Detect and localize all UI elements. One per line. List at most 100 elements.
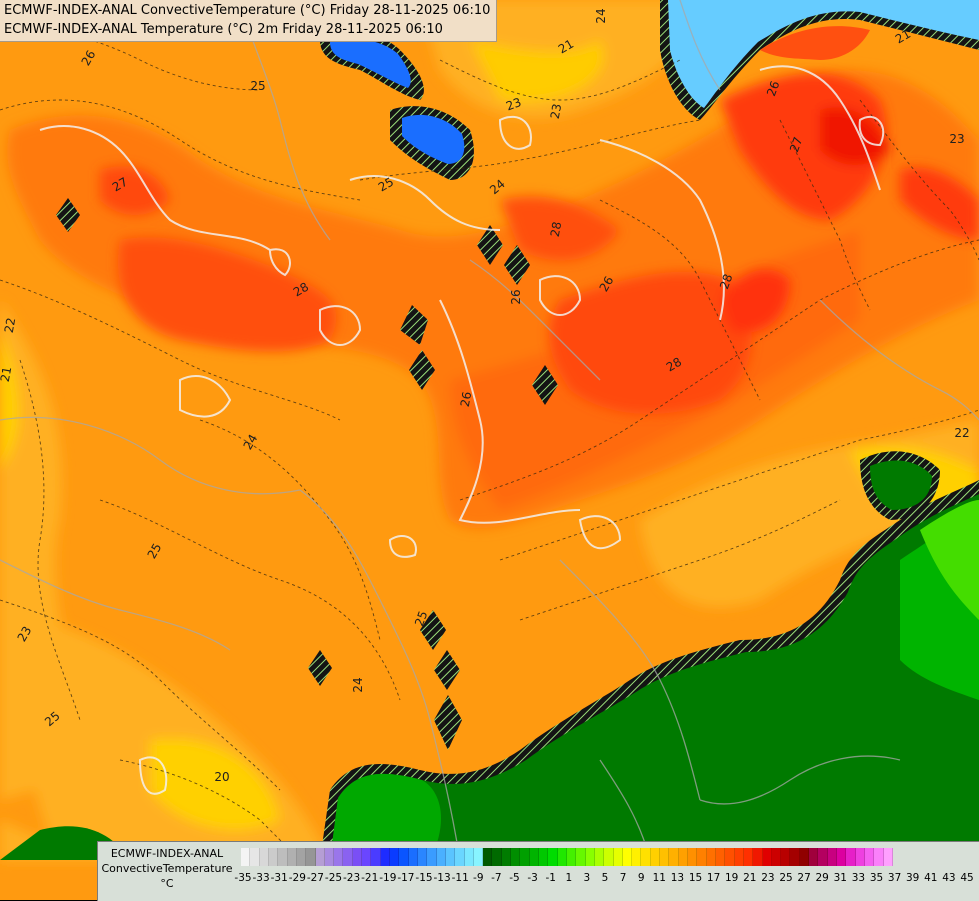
legend-swatch bbox=[715, 848, 726, 866]
contour-label: 28 bbox=[664, 355, 684, 375]
legend-swatch bbox=[492, 848, 502, 866]
legend-swatch bbox=[427, 848, 437, 866]
contour-label: 24 bbox=[241, 432, 261, 452]
legend-label-line-2: ConvectiveTemperature bbox=[101, 862, 233, 875]
legend-swatch bbox=[436, 848, 446, 866]
legend-swatch bbox=[771, 848, 782, 866]
legend-tick: -11 bbox=[451, 872, 469, 884]
legend-swatch bbox=[762, 848, 772, 866]
contour-label: 23 bbox=[504, 95, 523, 113]
contour-label: 23 bbox=[15, 624, 35, 644]
legend-swatch bbox=[408, 848, 418, 866]
legend-swatch bbox=[501, 848, 512, 866]
legend-tick: 11 bbox=[652, 872, 666, 884]
legend-tick: 27 bbox=[797, 872, 811, 884]
contour-label: 22 bbox=[954, 426, 969, 440]
legend-swatch bbox=[343, 848, 353, 866]
legend-tick: -9 bbox=[473, 872, 484, 884]
legend-tick: -15 bbox=[415, 872, 433, 884]
legend-tick: -27 bbox=[306, 872, 324, 884]
legend-tick: 13 bbox=[670, 872, 685, 884]
legend-tick: 1 bbox=[565, 872, 573, 884]
contour-label: 26 bbox=[764, 79, 782, 98]
title-line-temperature: ECMWF-INDEX-ANAL Temperature (°C) 2m Fri… bbox=[4, 22, 443, 37]
contour-label: 20 bbox=[214, 770, 229, 784]
hot-fill-layers bbox=[100, 73, 979, 414]
legend-swatch bbox=[539, 848, 549, 866]
legend-swatch bbox=[855, 848, 865, 866]
map-title-box: ECMWF-INDEX-ANAL ConvectiveTemperature (… bbox=[0, 0, 498, 42]
contour-label: 26 bbox=[509, 289, 523, 304]
legend-swatch bbox=[483, 848, 493, 866]
legend-swatch bbox=[846, 848, 856, 866]
legend-swatch bbox=[334, 848, 344, 866]
legend-tick: 35 bbox=[869, 872, 884, 884]
legend-swatch bbox=[380, 848, 390, 866]
legend-swatch bbox=[306, 848, 316, 866]
legend-swatch bbox=[790, 848, 800, 866]
legend-swatch bbox=[781, 848, 791, 866]
legend-swatch bbox=[268, 848, 279, 866]
legend-swatch bbox=[799, 848, 810, 866]
legend-swatch bbox=[566, 848, 577, 866]
legend-swatch bbox=[613, 848, 623, 866]
legend-tick: 15 bbox=[688, 872, 703, 884]
legend-swatch bbox=[287, 848, 297, 866]
legend-swatch bbox=[743, 848, 754, 866]
legend-swatch bbox=[818, 848, 828, 866]
legend-swatch bbox=[324, 848, 335, 866]
contour-label: 27 bbox=[787, 135, 805, 154]
legend-label-line-1: ECMWF-INDEX-ANAL bbox=[110, 847, 224, 860]
legend-swatch bbox=[520, 848, 530, 866]
legend-tick: 7 bbox=[619, 872, 627, 884]
contour-label: 24 bbox=[351, 677, 365, 692]
contour-label: 27 bbox=[110, 175, 130, 195]
legend-swatch bbox=[511, 848, 521, 866]
legend-tick: 19 bbox=[725, 872, 739, 884]
legend-tick: 37 bbox=[887, 872, 902, 884]
green-regions bbox=[0, 451, 979, 860]
legend-swatch bbox=[557, 848, 567, 866]
legend-swatch bbox=[445, 848, 456, 866]
contour-label: 26 bbox=[458, 391, 474, 408]
legend-tick: -23 bbox=[343, 872, 361, 884]
legend-tick: 25 bbox=[779, 872, 793, 884]
contour-label: 21 bbox=[0, 366, 14, 383]
legend-tick: 21 bbox=[743, 872, 757, 884]
legend-tick: -5 bbox=[509, 872, 520, 884]
legend-tick: 41 bbox=[924, 872, 938, 884]
contour-label: 25 bbox=[145, 541, 165, 561]
contour-label: 28 bbox=[291, 280, 311, 300]
legend-swatch bbox=[399, 848, 409, 866]
legend-swatch bbox=[678, 848, 688, 866]
legend-tick: 5 bbox=[601, 872, 609, 884]
contour-labels: 26 25 27 28 22 21 24 25 23 25 24 20 25 24 23 23 21 28 26 26… bbox=[0, 8, 970, 784]
contour-label: 21 bbox=[556, 37, 576, 57]
contour-label: 21 bbox=[893, 27, 913, 47]
legend-swatch bbox=[585, 848, 595, 866]
cold-regions bbox=[320, 0, 979, 180]
legend-swatch bbox=[371, 848, 381, 866]
contour-label: 24 bbox=[594, 8, 608, 23]
legend-swatch bbox=[660, 848, 670, 866]
contour-label: 23 bbox=[949, 132, 964, 146]
legend-tick: 29 bbox=[815, 872, 829, 884]
contour-label: 22 bbox=[2, 317, 18, 334]
contour-label: 25 bbox=[412, 609, 430, 628]
legend-swatch bbox=[706, 848, 716, 866]
legend-swatch bbox=[259, 848, 269, 866]
contour-label: 25 bbox=[250, 79, 265, 93]
contour-label: 28 bbox=[548, 221, 564, 238]
legend-tick: -33 bbox=[252, 872, 270, 884]
legend-swatch bbox=[734, 848, 744, 866]
legend-swatch bbox=[641, 848, 651, 866]
legend-tick: -7 bbox=[491, 872, 502, 884]
legend-tick: 39 bbox=[906, 872, 920, 884]
legend-tick: 43 bbox=[942, 872, 956, 884]
legend-swatch bbox=[594, 848, 605, 866]
legend-tick: 33 bbox=[851, 872, 866, 884]
legend-tick: 23 bbox=[761, 872, 775, 884]
legend-color-swatches bbox=[241, 848, 893, 866]
legend-swatch bbox=[874, 848, 884, 866]
